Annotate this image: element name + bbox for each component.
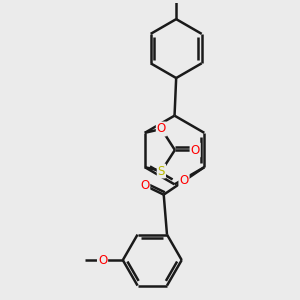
Text: O: O <box>98 254 107 267</box>
Text: O: O <box>140 179 149 192</box>
Text: O: O <box>190 143 200 157</box>
Text: S: S <box>158 164 165 178</box>
Text: O: O <box>157 122 166 136</box>
Text: O: O <box>179 174 189 188</box>
